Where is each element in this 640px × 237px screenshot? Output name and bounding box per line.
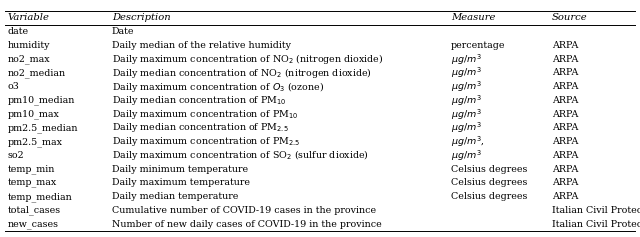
Text: ARPA: ARPA [552, 110, 578, 119]
Text: Daily maximum temperature: Daily maximum temperature [112, 178, 250, 187]
Text: Daily maximum concentration of SO$_2$ (sulfur dioxide): Daily maximum concentration of SO$_2$ (s… [112, 148, 369, 163]
Text: Description: Description [112, 13, 171, 22]
Text: Daily median concentration of PM$_{2.5}$: Daily median concentration of PM$_{2.5}$ [112, 122, 289, 134]
Text: Date: Date [112, 27, 134, 36]
Text: no2_max: no2_max [8, 55, 51, 64]
Text: Daily median of the relative humidity: Daily median of the relative humidity [112, 41, 291, 50]
Text: temp_median: temp_median [8, 192, 72, 201]
Text: pm10_max: pm10_max [8, 109, 60, 119]
Text: $\mu g/m^3$: $\mu g/m^3$ [451, 52, 482, 67]
Text: ARPA: ARPA [552, 82, 578, 91]
Text: ARPA: ARPA [552, 55, 578, 64]
Text: $\mu g/m^3$: $\mu g/m^3$ [451, 148, 482, 163]
Text: ARPA: ARPA [552, 96, 578, 105]
Text: Number of new daily cases of COVID-19 in the province: Number of new daily cases of COVID-19 in… [112, 220, 381, 229]
Text: o3: o3 [8, 82, 20, 91]
Text: $\mu g/m^3$: $\mu g/m^3$ [451, 79, 482, 94]
Text: Daily maximum concentration of PM$_{10}$: Daily maximum concentration of PM$_{10}$ [112, 108, 298, 121]
Text: ARPA: ARPA [552, 151, 578, 160]
Text: Daily minimum temperature: Daily minimum temperature [112, 165, 248, 174]
Text: no2_median: no2_median [8, 68, 66, 78]
Text: Measure: Measure [451, 13, 495, 22]
Text: new_cases: new_cases [8, 220, 59, 229]
Text: ARPA: ARPA [552, 68, 578, 77]
Text: Daily median concentration of NO$_2$ (nitrogen dioxide): Daily median concentration of NO$_2$ (ni… [112, 66, 372, 80]
Text: ARPA: ARPA [552, 137, 578, 146]
Text: Cumulative number of COVID-19 cases in the province: Cumulative number of COVID-19 cases in t… [112, 206, 376, 215]
Text: total_cases: total_cases [8, 206, 61, 215]
Text: Source: Source [552, 13, 588, 22]
Text: Daily maximum concentration of $O_3$ (ozone): Daily maximum concentration of $O_3$ (oz… [112, 80, 324, 94]
Text: percentage: percentage [451, 41, 506, 50]
Text: Daily maximum concentration of NO$_2$ (nitrogen dioxide): Daily maximum concentration of NO$_2$ (n… [112, 52, 383, 66]
Text: ARPA: ARPA [552, 165, 578, 174]
Text: pm2.5_median: pm2.5_median [8, 123, 78, 133]
Text: date: date [8, 27, 29, 36]
Text: $\mu g/m^3$: $\mu g/m^3$ [451, 66, 482, 80]
Text: $\mu g/m^3$: $\mu g/m^3$ [451, 121, 482, 135]
Text: $\mu g/m^3$,: $\mu g/m^3$, [451, 134, 484, 149]
Text: Italian Civil Protection: Italian Civil Protection [552, 206, 640, 215]
Text: pm2.5_max: pm2.5_max [8, 137, 63, 146]
Text: $\mu g/m^3$: $\mu g/m^3$ [451, 93, 482, 108]
Text: Italian Civil Protection: Italian Civil Protection [552, 220, 640, 229]
Text: ARPA: ARPA [552, 192, 578, 201]
Text: Celsius degrees: Celsius degrees [451, 192, 527, 201]
Text: ARPA: ARPA [552, 41, 578, 50]
Text: Daily median concentration of PM$_{10}$: Daily median concentration of PM$_{10}$ [112, 94, 287, 107]
Text: Variable: Variable [8, 13, 49, 22]
Text: humidity: humidity [8, 41, 50, 50]
Text: Celsius degrees: Celsius degrees [451, 178, 527, 187]
Text: pm10_median: pm10_median [8, 96, 75, 105]
Text: ARPA: ARPA [552, 178, 578, 187]
Text: temp_max: temp_max [8, 178, 57, 187]
Text: temp_min: temp_min [8, 164, 55, 174]
Text: Celsius degrees: Celsius degrees [451, 165, 527, 174]
Text: $\mu g/m^3$: $\mu g/m^3$ [451, 107, 482, 122]
Text: Daily maximum concentration of PM$_{2.5}$: Daily maximum concentration of PM$_{2.5}… [112, 135, 300, 148]
Text: ARPA: ARPA [552, 123, 578, 132]
Text: Daily median temperature: Daily median temperature [112, 192, 238, 201]
Text: so2: so2 [8, 151, 24, 160]
